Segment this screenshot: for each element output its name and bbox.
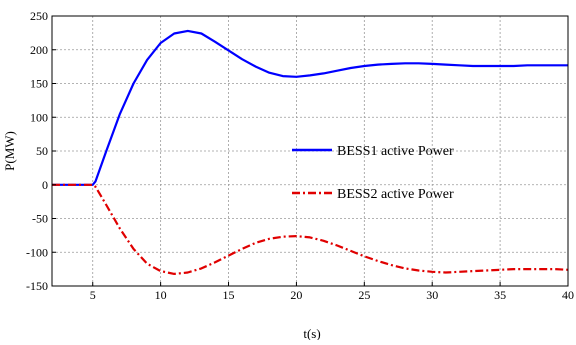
y-tick-label: -150 [26,279,48,293]
x-tick-label: 35 [494,288,506,302]
series-line-1 [52,29,568,186]
x-tick-label: 10 [155,288,167,302]
x-tick-label: 40 [562,288,574,302]
series-line-2 [52,183,569,275]
x-tick-label: 30 [426,288,438,302]
y-tick-label: 50 [36,144,48,158]
x-tick-label: 15 [223,288,235,302]
x-axis-label: t(s) [303,326,320,340]
legend-label-bess1: BESS1 active Power [337,144,454,159]
y-tick-label: 100 [30,110,48,124]
tick-layer: 5 10 15 20 25 30 35 40 -150 -100 -50 0 50 100 150 200 25… [26,9,574,302]
y-tick-label: 150 [30,77,48,91]
x-tick-label: 5 [90,288,96,302]
y-axis-label: P(MW) [2,131,17,171]
y-tick-label: -50 [32,212,48,226]
x-tick-label: 25 [358,288,370,302]
y-tick-label: 250 [30,9,48,23]
series-layer [52,29,569,275]
legend-label-bess2: BESS2 active Power [337,187,454,202]
legend: BESS1 active Power BESS2 active Power [292,144,454,202]
y-tick-label: 0 [42,178,48,192]
y-tick-label: 200 [30,43,48,57]
y-tick-label: -100 [26,245,48,259]
x-tick-label: 20 [290,288,302,302]
